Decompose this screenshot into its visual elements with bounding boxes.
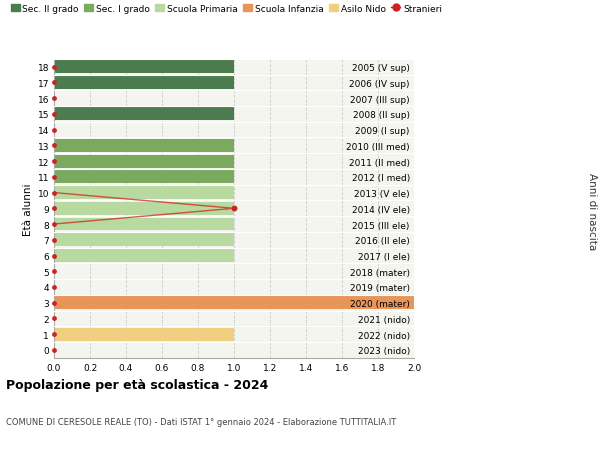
Point bbox=[49, 347, 59, 354]
Point bbox=[49, 111, 59, 118]
Bar bbox=[54, 328, 234, 341]
Point bbox=[49, 64, 59, 71]
Point bbox=[49, 95, 59, 103]
Point bbox=[49, 299, 59, 307]
Point bbox=[49, 142, 59, 150]
Text: Anni di nascita: Anni di nascita bbox=[587, 173, 597, 250]
Bar bbox=[54, 297, 414, 309]
Point bbox=[49, 315, 59, 322]
Point bbox=[229, 205, 239, 213]
Bar bbox=[54, 77, 234, 90]
Text: COMUNE DI CERESOLE REALE (TO) - Dati ISTAT 1° gennaio 2024 - Elaborazione TUTTIT: COMUNE DI CERESOLE REALE (TO) - Dati IST… bbox=[6, 418, 396, 426]
Point bbox=[49, 79, 59, 87]
Bar bbox=[54, 140, 234, 152]
Bar bbox=[54, 171, 234, 184]
Point bbox=[49, 252, 59, 260]
Point bbox=[49, 331, 59, 338]
Text: Popolazione per età scolastica - 2024: Popolazione per età scolastica - 2024 bbox=[6, 378, 268, 391]
Bar bbox=[54, 218, 234, 231]
Point bbox=[49, 205, 59, 213]
Y-axis label: Età alunni: Età alunni bbox=[23, 183, 34, 235]
Bar bbox=[54, 155, 234, 168]
Point bbox=[49, 284, 59, 291]
Bar bbox=[54, 250, 234, 263]
Point bbox=[49, 158, 59, 165]
Point bbox=[49, 236, 59, 244]
Bar bbox=[54, 202, 234, 215]
Point bbox=[49, 268, 59, 275]
Bar bbox=[54, 187, 234, 200]
Legend: Sec. II grado, Sec. I grado, Scuola Primaria, Scuola Infanzia, Asilo Nido, Stran: Sec. II grado, Sec. I grado, Scuola Prim… bbox=[11, 5, 442, 13]
Point bbox=[49, 127, 59, 134]
Bar bbox=[54, 108, 234, 121]
Point bbox=[49, 174, 59, 181]
Bar bbox=[54, 234, 234, 246]
Point bbox=[49, 190, 59, 197]
Point bbox=[49, 221, 59, 228]
Bar bbox=[54, 61, 234, 74]
